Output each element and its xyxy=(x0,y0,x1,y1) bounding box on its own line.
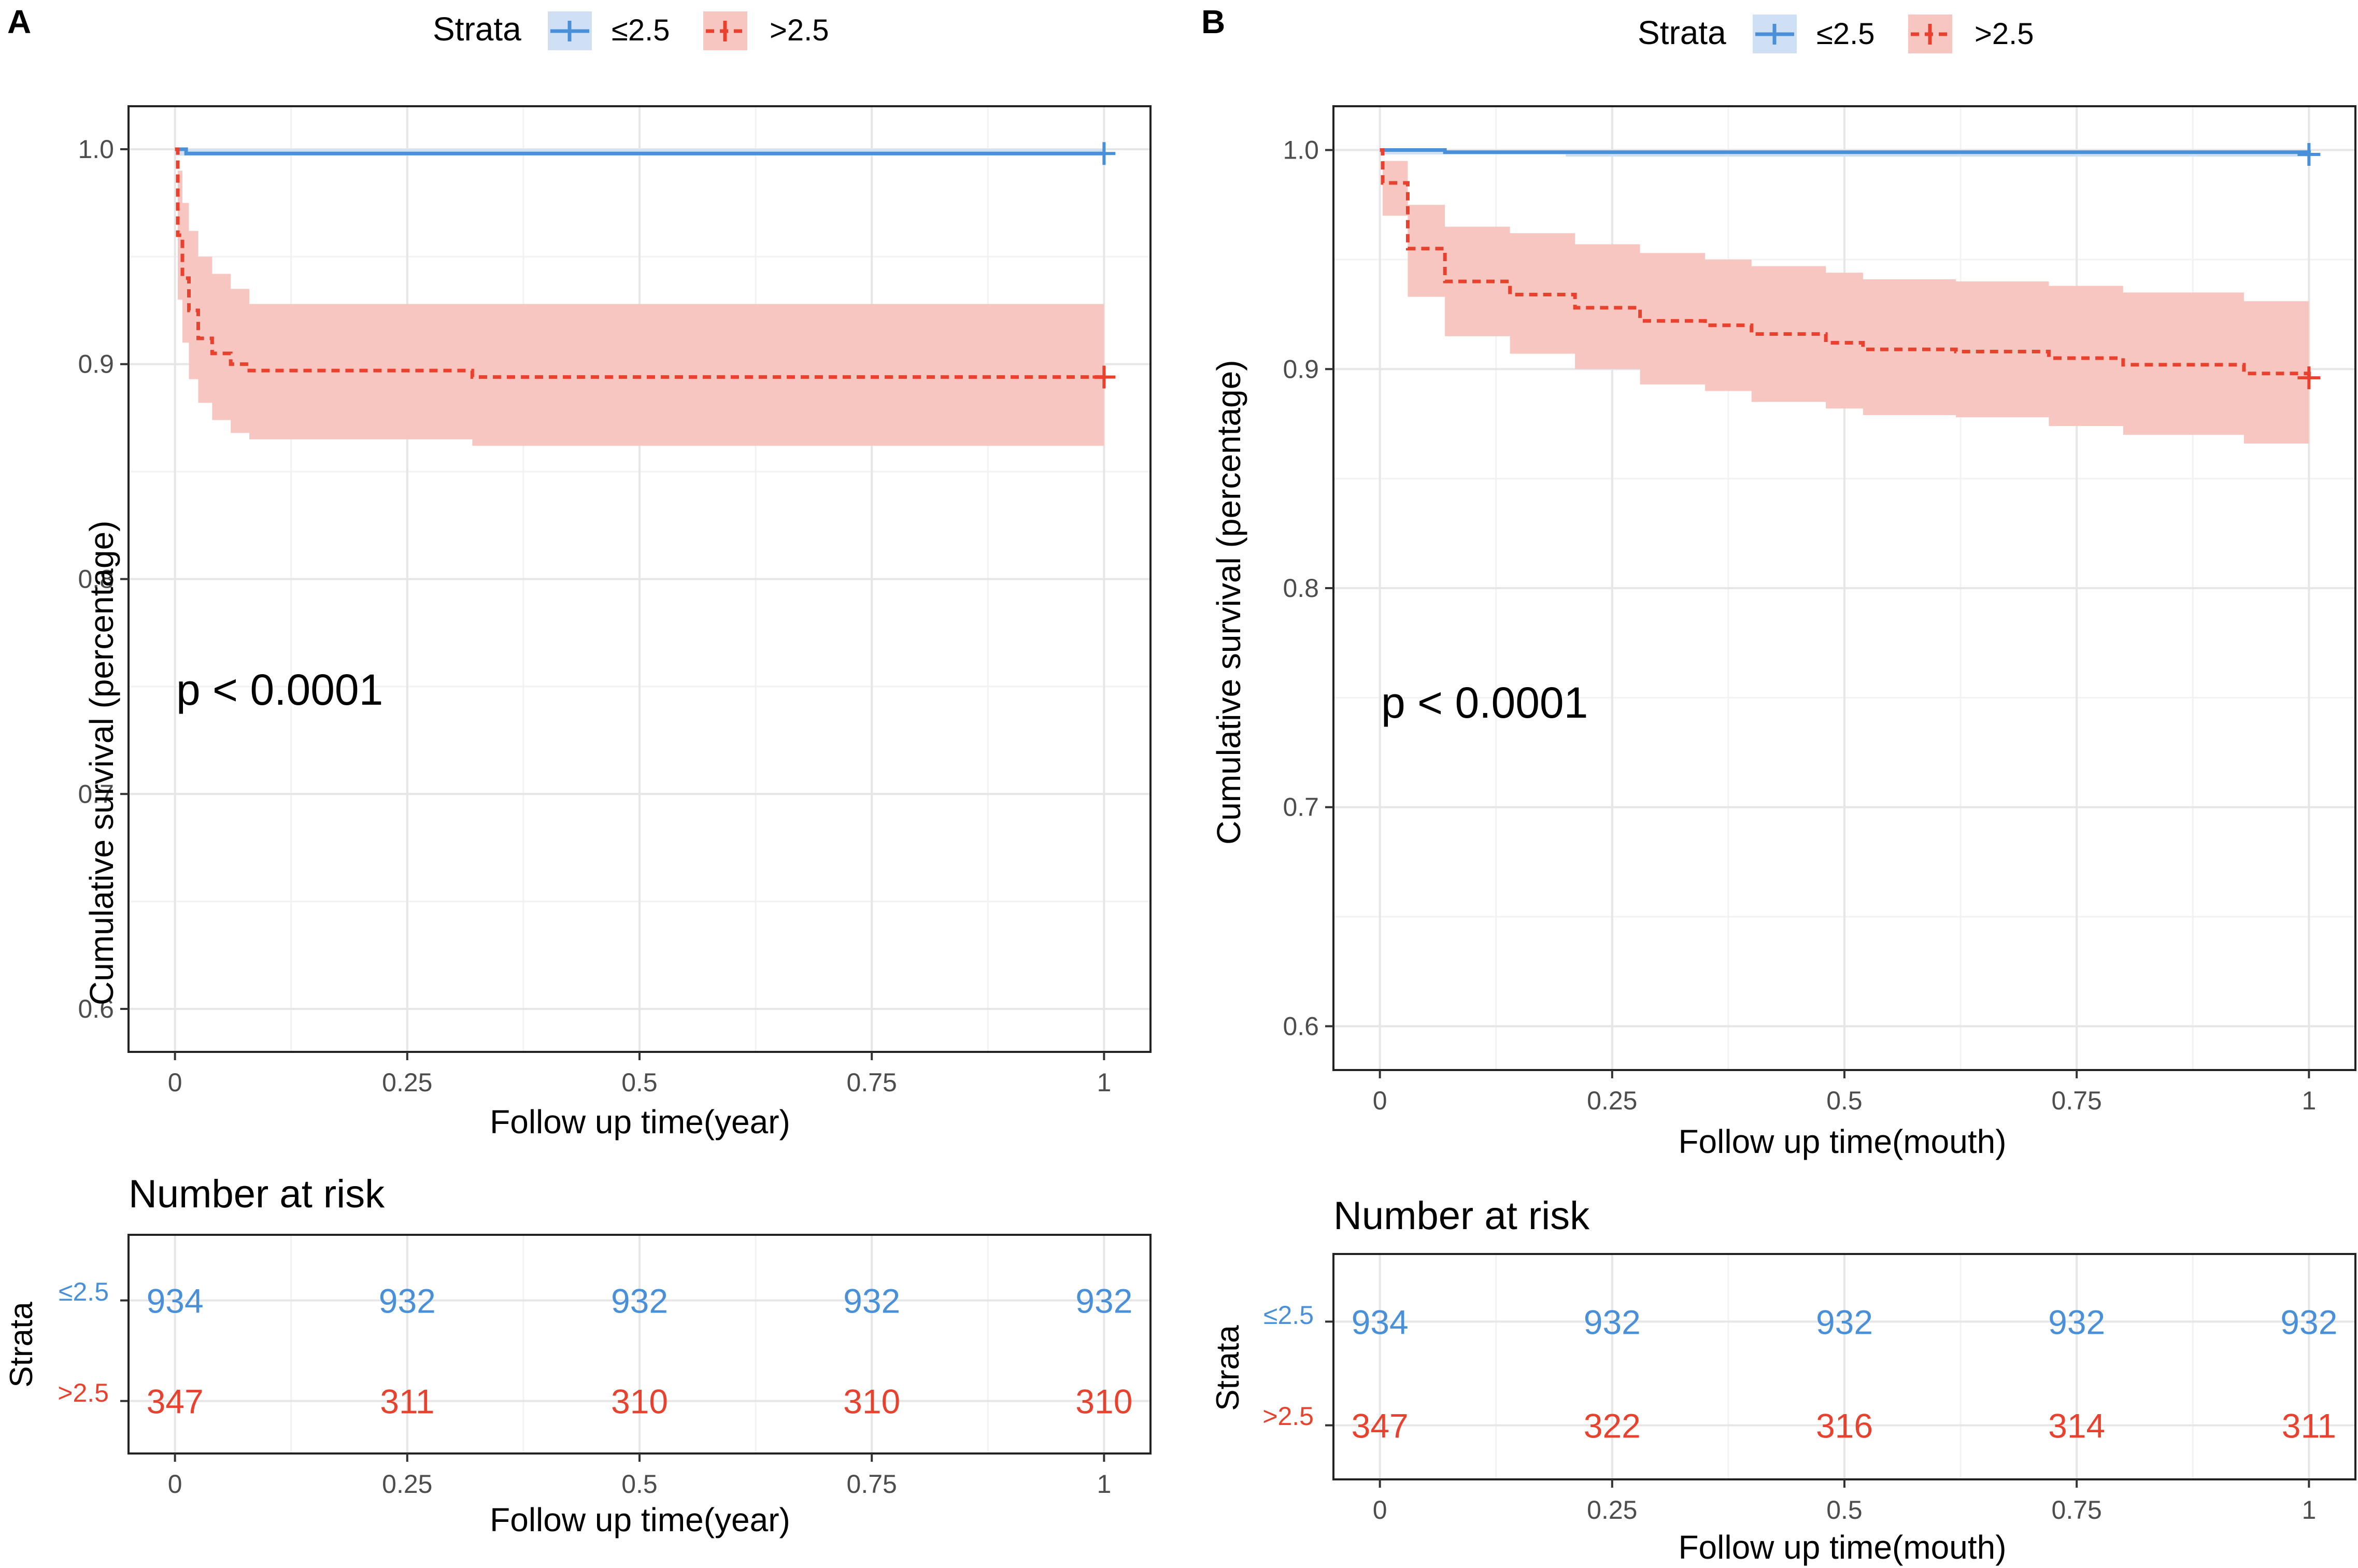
panel-a-p-value: p < 0.0001 xyxy=(176,665,383,714)
panel-a-x-tick-label: 1 xyxy=(1097,1068,1111,1097)
panel-a-risk-x-tick-label: 0.75 xyxy=(847,1470,897,1499)
panel-a: A Strata ≤2.5 >2.5 0 0.25 0.5 0.75 1 0.6 0.7 0.… xyxy=(4,3,1152,1538)
panel-b-risk-title: Number at risk xyxy=(1333,1194,1590,1238)
panel-b-risk-stratum-gt: >2.5 xyxy=(1262,1402,1314,1431)
panel-b-x-tick-label: 0 xyxy=(1373,1086,1387,1115)
panel-b-x-tick-label: 0.75 xyxy=(2052,1086,2102,1115)
panel-b-x-tick-label: 0.5 xyxy=(1826,1086,1863,1115)
panel-a-risk-cell-gt: 310 xyxy=(611,1382,668,1421)
panel-b: B Strata ≤2.5 >2.5 0 0.25 0.5 0.75 1 0.6 0.7 0.… xyxy=(1201,3,2356,1566)
panel-a-x-tick-label: 0.75 xyxy=(847,1068,897,1097)
panel-b-risk-x-tick-label: 0.25 xyxy=(1587,1495,1637,1524)
panel-a-x-tick-label: 0.5 xyxy=(621,1068,658,1097)
panel-a-legend-label-gt: >2.5 xyxy=(770,13,829,47)
panel-b-curve-gt xyxy=(1380,148,2311,378)
panel-b-risk-cell-gt: 314 xyxy=(2048,1407,2105,1445)
panel-a-risk-cell-gt: 347 xyxy=(147,1382,204,1421)
panel-b-risk-x-tick-label: 1 xyxy=(2302,1495,2316,1524)
panel-a-risk-grid xyxy=(120,1235,1150,1453)
panel-a-risk-title: Number at risk xyxy=(129,1172,385,1216)
panel-b-y-label: Cumulative survival (percentage) xyxy=(1210,360,1247,845)
panel-b-risk-grid xyxy=(1325,1254,2355,1479)
panel-b-x-tick-label: 1 xyxy=(2302,1086,2316,1115)
panel-b-risk-y-label: Strata xyxy=(1210,1325,1246,1411)
panel-b-risk-x-tick-label: 0 xyxy=(1373,1495,1387,1524)
panel-b-legend-label-le: ≤2.5 xyxy=(1816,17,1874,51)
panel-a-risk-x-tick-label: 0.5 xyxy=(621,1470,658,1499)
panel-a-risk-y-label: Strata xyxy=(4,1302,39,1388)
panel-a-x-label: Follow up time(year) xyxy=(490,1103,790,1141)
panel-b-risk-cell-gt: 316 xyxy=(1816,1407,1873,1445)
panel-b-x-tick-label: 0.25 xyxy=(1587,1086,1637,1115)
panel-b-risk-cell-le: 932 xyxy=(2280,1303,2337,1342)
panel-a-letter: A xyxy=(7,3,31,40)
panel-a-y-tick-label: 0.7 xyxy=(78,779,114,808)
panel-b-survival-curves xyxy=(1380,143,2321,390)
panel-b-letter: B xyxy=(1201,3,1225,40)
panel-b-risk-stratum-le: ≤2.5 xyxy=(1263,1301,1314,1330)
panel-a-grid xyxy=(129,106,1150,1052)
panel-a-y-label: Cumulative survival (percentage) xyxy=(83,521,120,1006)
panel-a-risk-cell-le: 932 xyxy=(379,1282,436,1320)
panel-b-legend: Strata ≤2.5 >2.5 xyxy=(1638,14,2034,53)
panel-b-risk-cell-le: 932 xyxy=(1584,1303,1641,1342)
panel-b-axis-ticks: 0 0.25 0.5 0.75 1 0.6 0.7 0.8 0.9 1.0 xyxy=(1283,136,2316,1115)
panel-a-y-tick-label: 1.0 xyxy=(78,135,114,164)
panel-a-legend: Strata ≤2.5 >2.5 xyxy=(433,10,829,50)
panel-a-risk-stratum-gt: >2.5 xyxy=(58,1378,109,1407)
panel-b-risk-cell-le: 934 xyxy=(1352,1303,1409,1342)
panel-a-legend-label-le: ≤2.5 xyxy=(612,13,670,47)
panel-a-risk-cell-gt: 310 xyxy=(843,1382,900,1421)
panel-b-y-tick-label: 0.9 xyxy=(1283,354,1319,383)
panel-a-y-tick-label: 0.9 xyxy=(78,350,114,379)
panel-b-curve-le xyxy=(1380,148,2311,154)
panel-a-x-tick-label: 0.25 xyxy=(382,1068,432,1097)
panel-a-risk-x-tick-label: 0 xyxy=(168,1470,182,1499)
panel-a-risk-cell-le: 932 xyxy=(843,1282,900,1320)
panel-b-legend-title: Strata xyxy=(1638,14,1726,51)
panel-b-ci-band-gt xyxy=(1380,150,2309,444)
panel-b-legend-label-gt: >2.5 xyxy=(1975,17,2034,51)
panel-b-risk-x-tick-label: 0.5 xyxy=(1826,1495,1863,1524)
panel-b-risk-x-label: Follow up time(mouth) xyxy=(1678,1529,2006,1566)
panel-a-survival-plot: 0 0.25 0.5 0.75 1 0.6 0.7 0.8 0.9 1.0 xyxy=(78,105,1152,1097)
panel-a-y-tick-label: 0.6 xyxy=(78,994,114,1023)
panel-b-x-label: Follow up time(mouth) xyxy=(1678,1123,2006,1160)
panel-b-y-tick-label: 0.7 xyxy=(1283,793,1319,822)
panel-a-risk-table: Number at risk 934 347 0 932 311 0.25 932 310 0.… xyxy=(4,1172,1152,1538)
panel-a-risk-cell-le: 934 xyxy=(147,1282,204,1320)
panel-b-y-tick-label: 1.0 xyxy=(1283,136,1319,165)
panel-a-risk-cell-gt: 310 xyxy=(1075,1382,1132,1421)
panel-a-risk-cell-le: 932 xyxy=(1075,1282,1132,1320)
panel-a-risk-cells: 934 347 0 932 311 0.25 932 310 0.5 932 310 0.75 932 3… xyxy=(147,1282,1133,1499)
panel-a-y-tick-label: 0.8 xyxy=(78,565,114,594)
panel-a-legend-title: Strata xyxy=(433,10,521,48)
panel-b-risk-x-tick-label: 0.75 xyxy=(2052,1495,2102,1524)
panel-b-risk-cell-gt: 347 xyxy=(1352,1407,1409,1445)
panel-a-risk-cell-le: 932 xyxy=(611,1282,668,1320)
panel-a-axis-ticks: 0 0.25 0.5 0.75 1 0.6 0.7 0.8 0.9 1.0 xyxy=(78,135,1111,1097)
panel-b-p-value: p < 0.0001 xyxy=(1381,678,1588,727)
panel-b-risk-cell-gt: 322 xyxy=(1584,1407,1641,1445)
panel-a-risk-cell-gt: 311 xyxy=(380,1382,434,1421)
panel-b-risk-cells: 934 347 0 932 322 0.25 932 316 0.5 932 314 0.75 932 3… xyxy=(1352,1303,2338,1525)
panel-b-risk-cell-le: 932 xyxy=(1816,1303,1873,1342)
panel-a-risk-stratum-le: ≤2.5 xyxy=(59,1277,109,1306)
panel-b-risk-cell-gt: 311 xyxy=(2282,1407,2336,1445)
panel-b-y-tick-label: 0.8 xyxy=(1283,574,1319,603)
panel-b-survival-plot: 0 0.25 0.5 0.75 1 0.6 0.7 0.8 0.9 1.0 xyxy=(1283,105,2356,1115)
panel-a-risk-x-tick-label: 1 xyxy=(1097,1470,1111,1499)
panel-a-risk-x-label: Follow up time(year) xyxy=(490,1501,790,1538)
panel-b-risk-cell-le: 932 xyxy=(2048,1303,2105,1342)
panel-a-survival-curves xyxy=(175,142,1116,389)
panel-a-risk-x-tick-label: 0.25 xyxy=(382,1470,432,1499)
panel-b-y-tick-label: 0.6 xyxy=(1283,1011,1319,1040)
panel-b-risk-table: Number at risk 934 347 0 932 322 0.25 932 316 0.… xyxy=(1210,1194,2356,1566)
panel-a-x-tick-label: 0 xyxy=(168,1068,182,1097)
